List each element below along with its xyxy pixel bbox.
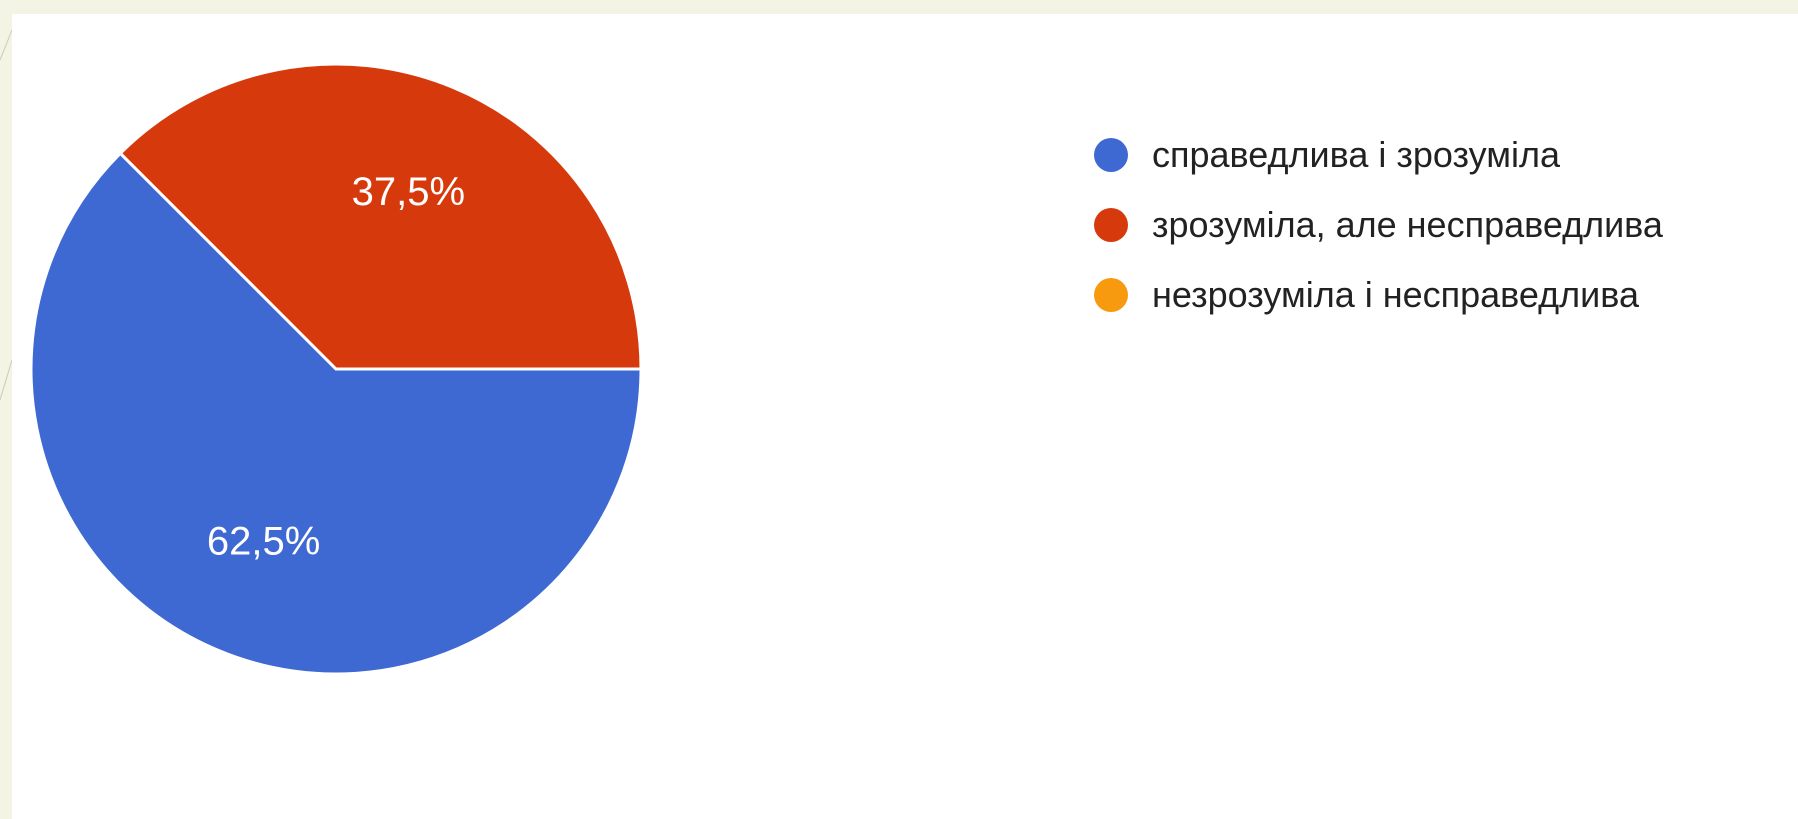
legend-swatch-icon [1094,208,1128,242]
legend-item[interactable]: зрозуміла, але несправедлива [1094,190,1663,260]
chart-panel: 62,5% 37,5% справедлива і зрозуміла зрозу… [12,14,1798,819]
legend-item[interactable]: справедлива і зрозуміла [1094,120,1663,190]
legend: справедлива і зрозуміла зрозуміла, але н… [1094,120,1663,330]
slice-value-label: 62,5% [207,519,320,563]
legend-label: незрозуміла і несправедлива [1152,274,1639,315]
legend-swatch-icon [1094,278,1128,312]
legend-swatch-icon [1094,138,1128,172]
pie-labels: 62,5% 37,5% [207,170,465,563]
pie-slice[interactable] [118,62,643,371]
pie-chart: 62,5% 37,5% [29,62,643,676]
legend-item[interactable]: незрозуміла і несправедлива [1094,260,1663,330]
decorative-lines [0,29,13,401]
legend-label: справедлива і зрозуміла [1152,134,1560,175]
pie-slices [29,62,643,676]
legend-label: зрозуміла, але несправедлива [1152,204,1663,245]
pie-slice[interactable] [29,151,643,676]
slice-value-label: 37,5% [352,170,465,214]
